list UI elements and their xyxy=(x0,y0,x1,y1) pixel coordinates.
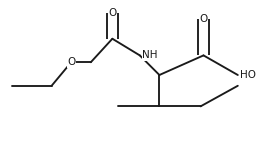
Text: O: O xyxy=(67,57,75,67)
Text: HO: HO xyxy=(240,70,256,80)
Text: O: O xyxy=(108,8,116,18)
Text: NH: NH xyxy=(142,50,158,60)
Text: O: O xyxy=(199,14,208,24)
